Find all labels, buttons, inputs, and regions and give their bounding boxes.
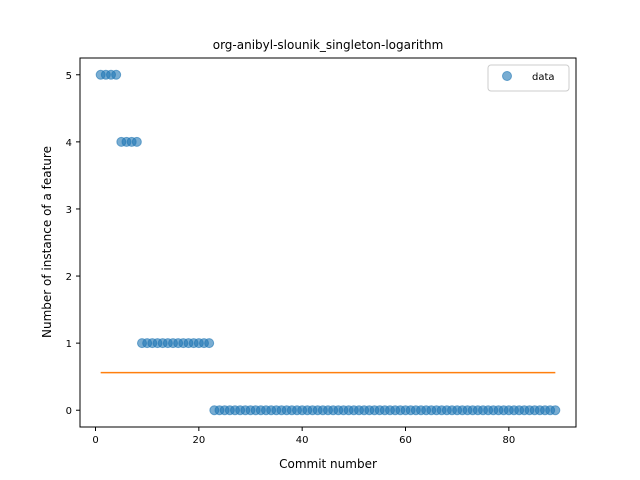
data-point [204,338,215,349]
y-tick-label: 1 [66,339,72,350]
x-axis-label: Commit number [279,457,377,471]
x-tick-label: 20 [192,435,205,446]
data-point [131,136,142,147]
y-tick-label: 5 [66,71,72,82]
legend: data [487,64,570,92]
chart-title: org-anibyl-slounik_singleton-logarithm [213,38,444,52]
x-axis: 0 20 40 60 80 [92,427,515,446]
x-tick-label: 40 [296,435,309,446]
y-axis: 0 1 2 3 4 5 [66,71,80,417]
plot-area [95,69,561,416]
data-point [550,405,561,416]
legend-marker-data [502,71,512,81]
y-axis-label: Number of instance of a feature [40,146,54,338]
legend-box [487,64,570,92]
axes-frame [79,57,577,428]
x-tick-label: 80 [502,435,515,446]
y-tick-label: 2 [66,272,72,283]
y-tick-label: 0 [66,406,72,417]
x-tick-label: 0 [92,435,98,446]
y-tick-label: 4 [66,138,72,149]
data-point [111,69,122,80]
x-tick-label: 60 [399,435,412,446]
legend-label-data: data [532,72,555,83]
y-tick-label: 3 [66,205,72,216]
